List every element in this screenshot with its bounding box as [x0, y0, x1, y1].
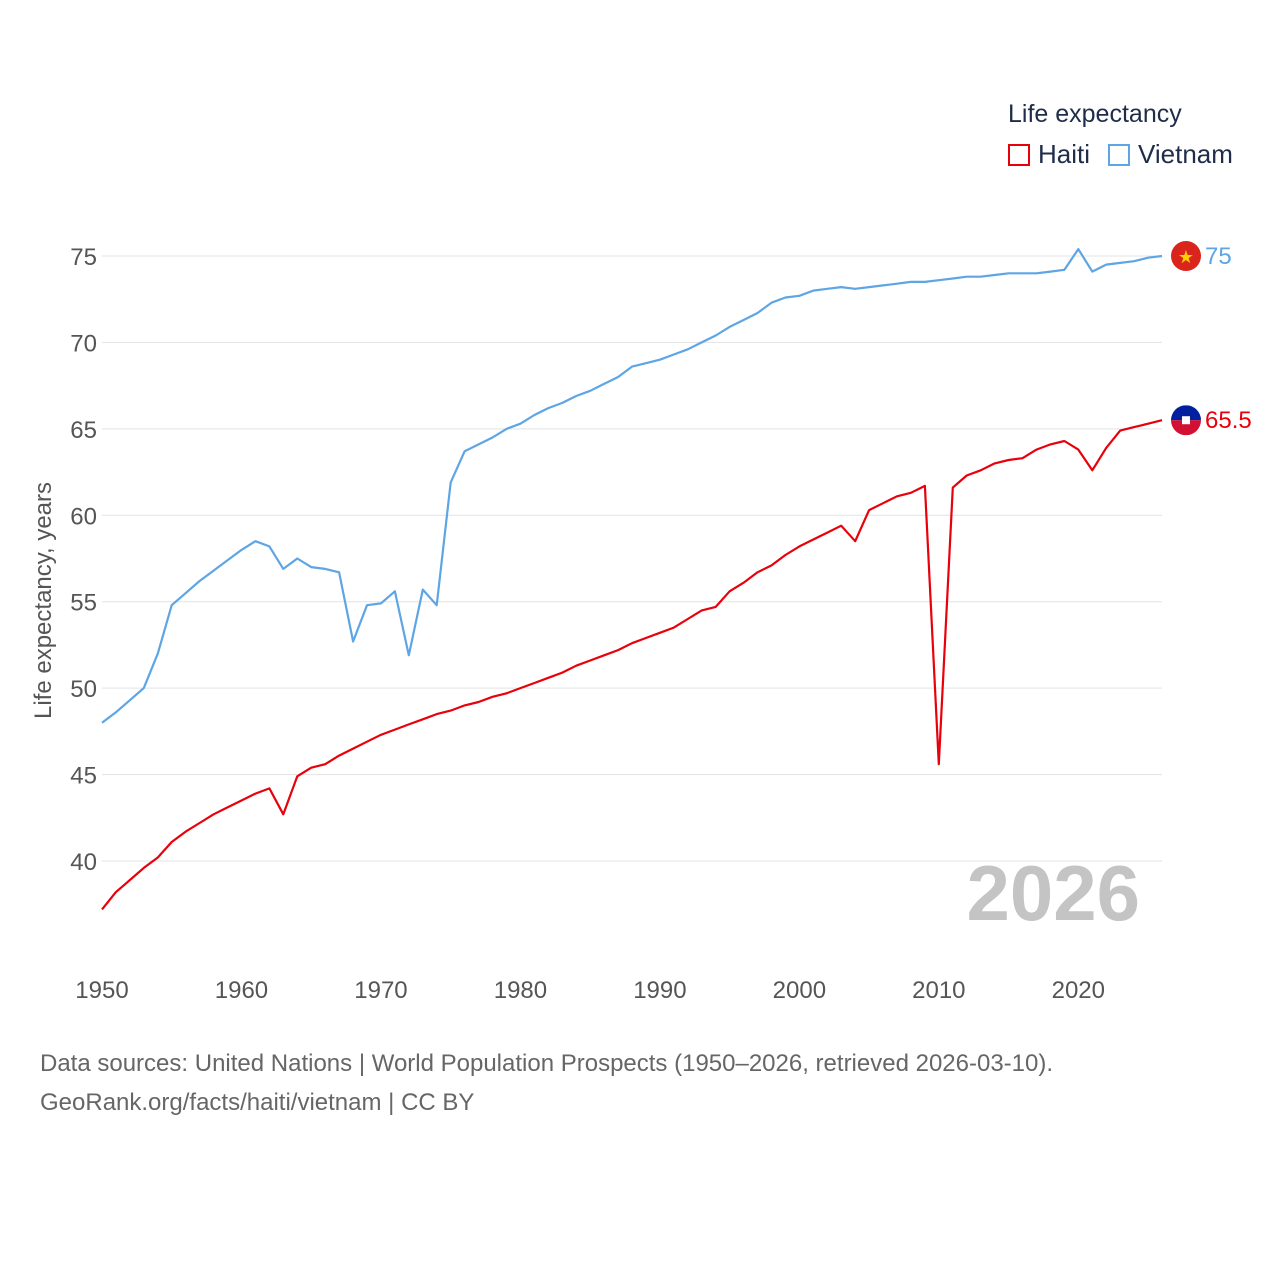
line-chart: 40 45 50 55 60 65 70 75 1950 1960 1970 1980 1990 2000… [30, 241, 1252, 1004]
x-tick-label-1970: 1970 [354, 977, 407, 1004]
legend-item-vietnam[interactable]: Vietnam [1108, 139, 1233, 170]
y-tick-label-75: 75 [70, 244, 97, 271]
y-tick-label-60: 60 [70, 503, 97, 530]
series-line-vietnam [101, 248, 1163, 724]
legend-items: Haiti Vietnam [1008, 139, 1251, 170]
flag-haiti-bottom-icon [1171, 420, 1201, 436]
x-tick-label-2010: 2010 [912, 977, 965, 1004]
x-tick-label-2020: 2020 [1052, 977, 1105, 1004]
current-year-label: 2026 [966, 849, 1140, 937]
y-tick-label-55: 55 [70, 590, 97, 617]
y-axis-label: Life expectancy, years [30, 482, 57, 719]
data-sources: Data sources: United Nations | World Pop… [40, 1050, 1054, 1077]
legend-label-haiti: Haiti [1038, 139, 1091, 169]
legend-label-vietnam: Vietnam [1138, 139, 1233, 169]
legend-swatch-vietnam [1108, 143, 1131, 166]
flag-haiti-emblem-icon [1182, 416, 1190, 425]
end-label-haiti: 65.5 [1205, 407, 1252, 434]
legend-item-haiti[interactable]: Haiti [1008, 139, 1090, 170]
legend-swatch-haiti [1008, 143, 1030, 166]
footer: Data sources: United Nations | World Pop… [40, 1044, 1053, 1122]
y-tick-label-70: 70 [70, 330, 97, 357]
y-tick-label-45: 45 [70, 763, 97, 790]
y-tick-label-50: 50 [70, 676, 97, 703]
flag-haiti-top-icon [1171, 405, 1201, 421]
series-line-haiti [101, 419, 1163, 911]
legend: Life expectancy Haiti Vietnam [1008, 100, 1251, 170]
x-tick-label-1950: 1950 [75, 977, 128, 1004]
flag-vietnam-icon [1171, 241, 1201, 271]
x-tick-label-1990: 1990 [633, 977, 686, 1004]
flag-vietnam-star-icon: ★ [1178, 247, 1194, 268]
x-tick-label-1960: 1960 [215, 977, 268, 1004]
attribution[interactable]: GeoRank.org/facts/haiti/vietnam | CC BY [40, 1089, 475, 1116]
y-tick-label-40: 40 [70, 849, 97, 876]
legend-title: Life expectancy [1008, 100, 1182, 128]
y-tick-label-65: 65 [70, 417, 97, 444]
x-tick-label-2000: 2000 [773, 977, 826, 1004]
x-tick-label-1980: 1980 [494, 977, 547, 1004]
end-label-vietnam: 75 [1205, 243, 1232, 270]
